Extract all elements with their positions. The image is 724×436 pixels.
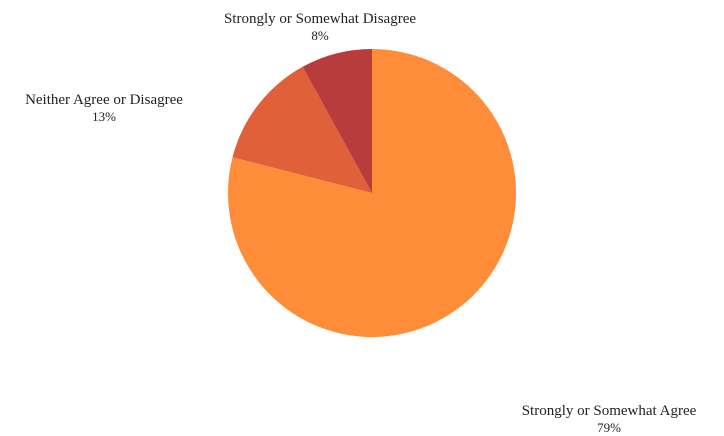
- pie-slice-agree: [228, 49, 516, 338]
- slice-label-agree-name: Strongly or Somewhat Agree: [521, 403, 697, 419]
- slice-label-agree: Strongly or Somewhat Agree 79%: [503, 402, 715, 436]
- slice-label-neither: Neither Agree or Disagree 13%: [6, 91, 202, 125]
- slice-label-disagree: Strongly or Somewhat Disagree 8%: [203, 10, 437, 44]
- pie-slice-disagree: [302, 49, 372, 193]
- slice-label-disagree-value: 8%: [311, 28, 329, 43]
- pie-slice-neither: [232, 66, 372, 193]
- slice-label-neither-name: Neither Agree or Disagree: [25, 92, 183, 108]
- slice-label-neither-value: 13%: [92, 109, 116, 124]
- slice-label-agree-value: 79%: [597, 420, 621, 435]
- slice-label-disagree-name: Strongly or Somewhat Disagree: [223, 11, 417, 27]
